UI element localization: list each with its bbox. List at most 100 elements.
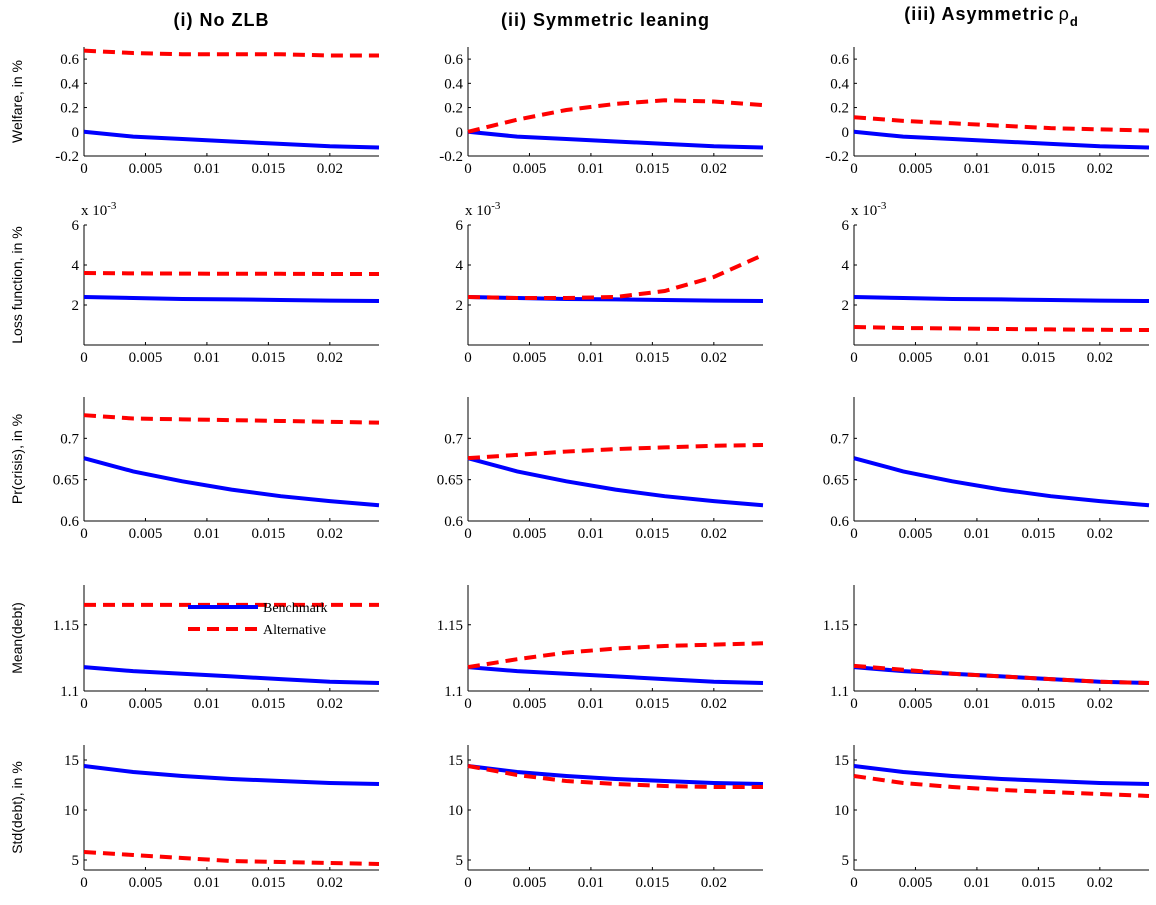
y-tick-label: 15 [64,753,79,769]
y-axis-label: Welfare, in % [9,60,25,143]
y-tick-label: 0.6 [830,514,849,530]
series-line [853,115,1150,133]
y-tick-label: 0 [72,125,80,141]
x-tick-label: 0.005 [513,696,547,712]
x-tick-label: 0.01 [964,161,990,177]
y-axis-label: Loss function, in % [9,226,25,344]
y-tick-label: 4 [456,258,464,274]
x-tick-label: 0.015 [252,350,286,366]
y-tick-label: 15 [448,753,463,769]
x-tick-label: 0.015 [636,696,670,712]
panel-title: (iii) Asymmetric ρd [904,4,1079,29]
series-line [853,295,1150,303]
x-tick-label: 0 [464,875,472,891]
title-subscript: d [1070,14,1079,29]
y-axis-label: Mean(debt) [9,602,25,674]
x-tick-label: 0.015 [1022,350,1056,366]
series-line [83,456,380,508]
x-tick-label: 0.02 [701,350,727,366]
y-tick-label: 1.15 [437,618,463,634]
y-tick-label: 4 [842,258,850,274]
y-axis-label: Pr(crisis), in % [9,414,25,504]
panel-title: (i) No ZLB [174,10,270,30]
y-tick-label: 4 [72,258,80,274]
x-tick-label: 0 [80,875,88,891]
y-tick-label: 1.1 [830,684,849,700]
series-line [467,641,764,670]
panel-title: (ii) Symmetric leaning [501,10,710,30]
y-tick-label: 10 [834,803,849,819]
title-text: (i) No ZLB [174,10,270,30]
y-tick-label: 0.65 [823,473,849,489]
series-line [83,665,380,686]
y-multiplier: x 10-3 [81,200,117,219]
x-tick-label: 0 [850,875,858,891]
y-tick-label: 0 [456,125,464,141]
x-tick-label: 0.01 [194,875,220,891]
x-tick-label: 0 [850,161,858,177]
y-tick-label: 0.7 [830,431,849,447]
y-tick-label: 0.6 [60,52,79,68]
x-tick-label: 0 [464,350,472,366]
x-tick-label: 0.02 [1087,526,1113,542]
x-tick-label: 0.015 [252,526,286,542]
series-line [467,253,764,300]
series-line [467,442,764,461]
x-tick-label: 0.005 [899,161,933,177]
x-tick-label: 0.02 [317,161,343,177]
series-line [467,665,764,686]
x-tick-label: 0.01 [964,526,990,542]
x-tick-label: 0.01 [194,526,220,542]
x-tick-label: 0.015 [252,161,286,177]
y-tick-label: 0.4 [444,76,463,92]
x-tick-label: 0.015 [636,161,670,177]
y-tick-label: 0.6 [60,514,79,530]
x-tick-label: 0.005 [899,526,933,542]
x-tick-label: 0.005 [129,875,163,891]
x-tick-label: 0.015 [1022,526,1056,542]
x-tick-label: 0 [850,526,858,542]
x-tick-label: 0.01 [578,526,604,542]
x-tick-label: 0 [464,696,472,712]
y-tick-label: -0.2 [55,149,79,165]
y-multiplier: x 10-3 [851,200,887,219]
y-tick-label: 0.7 [444,431,463,447]
x-tick-label: 0.02 [317,875,343,891]
y-tick-label: 5 [456,853,464,869]
y-tick-label: 0.2 [830,101,849,117]
y-tick-label: 0.4 [60,76,79,92]
y-tick-label: 2 [842,298,850,314]
series-line [83,850,380,866]
x-tick-label: 0.005 [129,696,163,712]
x-tick-label: 0 [80,350,88,366]
series-line [853,764,1150,786]
y-tick-label: 1.15 [823,618,849,634]
y-tick-label: 15 [834,753,849,769]
multiplier-exponent: -3 [877,200,887,212]
x-tick-label: 0.01 [964,696,990,712]
x-tick-label: 0.015 [1022,875,1056,891]
x-tick-label: 0.005 [129,350,163,366]
x-tick-label: 0.005 [899,350,933,366]
legend-label: Benchmark [263,601,328,616]
x-tick-label: 0.005 [513,875,547,891]
y-tick-label: 0.2 [444,101,463,117]
x-tick-label: 0.02 [317,526,343,542]
y-tick-label: 6 [456,218,464,234]
x-tick-label: 0 [850,696,858,712]
x-tick-label: 0.02 [1087,696,1113,712]
y-tick-label: -0.2 [439,149,463,165]
legend-label: Alternative [263,623,326,638]
y-tick-label: 0.6 [444,514,463,530]
series-line [83,413,380,425]
series-line [853,663,1150,686]
x-tick-label: 0.015 [636,875,670,891]
multiplier-base: x 10 [851,203,877,219]
y-tick-label: 6 [842,218,850,234]
series-line [467,764,763,789]
series-line [83,48,379,58]
y-tick-label: 5 [72,853,80,869]
x-tick-label: 0.02 [317,696,343,712]
series-line [853,456,1150,508]
